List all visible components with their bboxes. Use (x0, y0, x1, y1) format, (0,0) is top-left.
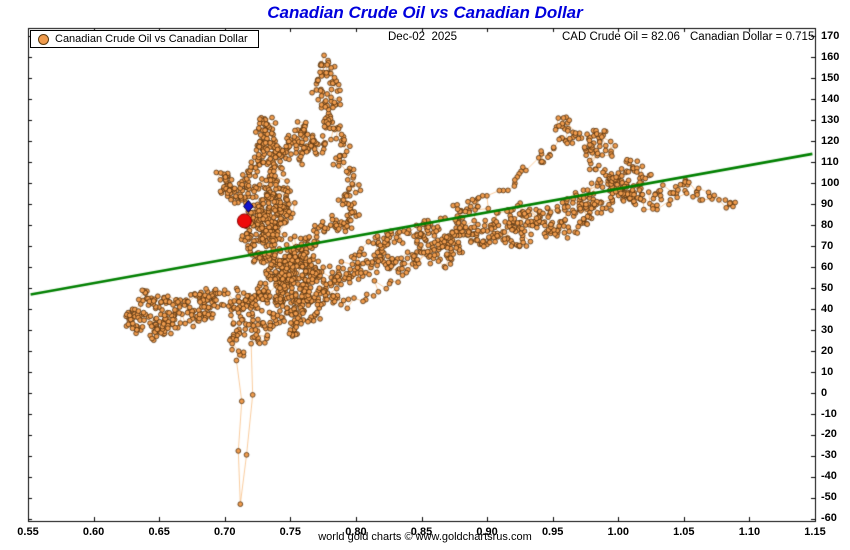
legend-box: Canadian Crude Oil vs Canadian Dollar (30, 30, 259, 48)
header-date: Dec-02 2025 (388, 31, 458, 43)
footer-credit: world gold charts © www.goldchartsrus.co… (318, 531, 532, 543)
legend-label: Canadian Crude Oil vs Canadian Dollar (55, 33, 248, 45)
series-marker-icon (38, 33, 49, 45)
chart-title: Canadian Crude Oil vs Canadian Dollar (267, 3, 583, 22)
header-crude-value: CAD Crude Oil = 82.06 (562, 31, 680, 43)
header-dollar-value: Canadian Dollar = 0.715 (690, 31, 815, 43)
